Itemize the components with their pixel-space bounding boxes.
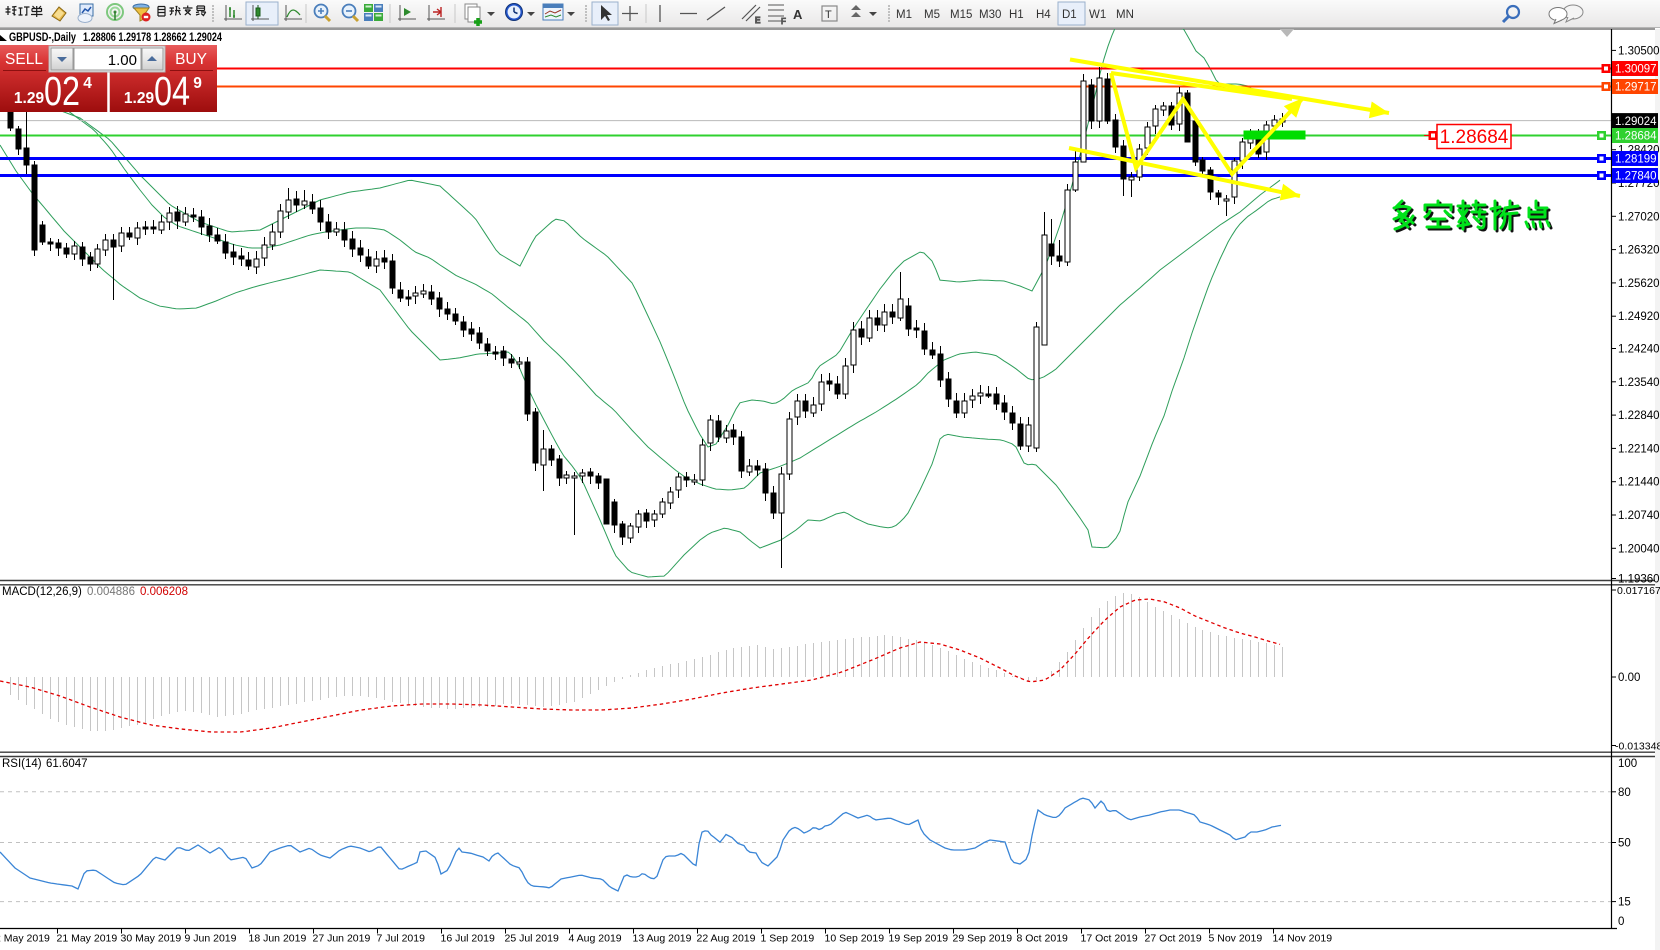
svg-text:1.22140: 1.22140 bbox=[1618, 443, 1660, 455]
svg-text:21 May 2019: 21 May 2019 bbox=[57, 933, 118, 945]
svg-text:1.20740: 1.20740 bbox=[1618, 510, 1660, 522]
svg-text:T: T bbox=[825, 9, 832, 21]
svg-text:M30: M30 bbox=[979, 9, 1001, 21]
svg-text:30 May 2019: 30 May 2019 bbox=[121, 933, 182, 945]
svg-text:1.28806 1.29178 1.28662 1.2902: 1.28806 1.29178 1.28662 1.29024 bbox=[83, 32, 222, 44]
svg-text:BUY: BUY bbox=[175, 51, 207, 68]
svg-text:M1: M1 bbox=[896, 9, 912, 21]
svg-text:MACD(12,26,9): MACD(12,26,9) bbox=[2, 586, 82, 598]
svg-text:14 Nov 2019: 14 Nov 2019 bbox=[1273, 933, 1333, 945]
svg-text:61.6047: 61.6047 bbox=[46, 758, 88, 770]
svg-text:GBPUSD-,Daily: GBPUSD-,Daily bbox=[9, 32, 76, 44]
svg-text:1.30097: 1.30097 bbox=[1615, 64, 1657, 76]
svg-text:1.28684: 1.28684 bbox=[1615, 131, 1657, 143]
svg-text:1.24240: 1.24240 bbox=[1618, 344, 1660, 356]
svg-text:0.00: 0.00 bbox=[1618, 672, 1640, 684]
svg-text:18 Jun 2019: 18 Jun 2019 bbox=[249, 933, 307, 945]
svg-text:1.28684: 1.28684 bbox=[1440, 127, 1509, 148]
svg-text:1.29: 1.29 bbox=[14, 90, 45, 107]
svg-text:1.27020: 1.27020 bbox=[1618, 211, 1660, 223]
svg-text:0: 0 bbox=[1618, 916, 1624, 928]
svg-text:M5: M5 bbox=[924, 9, 940, 21]
svg-text:80: 80 bbox=[1618, 787, 1631, 799]
svg-text:-0.013348: -0.013348 bbox=[1615, 741, 1660, 753]
svg-text:0.017167: 0.017167 bbox=[1617, 585, 1660, 597]
svg-text:15: 15 bbox=[1618, 897, 1631, 909]
svg-text:1.23540: 1.23540 bbox=[1618, 377, 1660, 389]
svg-text:F: F bbox=[781, 17, 786, 26]
svg-text:04: 04 bbox=[154, 68, 190, 114]
svg-text:1.22840: 1.22840 bbox=[1618, 410, 1660, 422]
svg-text:1 Sep 2019: 1 Sep 2019 bbox=[761, 933, 815, 945]
svg-text:8 Oct 2019: 8 Oct 2019 bbox=[1017, 933, 1069, 945]
svg-text:1.21440: 1.21440 bbox=[1618, 477, 1660, 489]
svg-text:W1: W1 bbox=[1089, 9, 1106, 21]
svg-text:2 May 2019: 2 May 2019 bbox=[0, 933, 50, 945]
svg-text:25 Jul 2019: 25 Jul 2019 bbox=[505, 933, 559, 945]
svg-text:1.27840: 1.27840 bbox=[1615, 171, 1657, 183]
svg-text:7 Jul 2019: 7 Jul 2019 bbox=[377, 933, 426, 945]
svg-text:1.28199: 1.28199 bbox=[1615, 154, 1657, 166]
svg-text:MN: MN bbox=[1116, 9, 1134, 21]
svg-text:13 Aug 2019: 13 Aug 2019 bbox=[633, 933, 692, 945]
svg-text:17 Oct 2019: 17 Oct 2019 bbox=[1081, 933, 1138, 945]
svg-text:E: E bbox=[755, 16, 760, 25]
svg-text:H4: H4 bbox=[1036, 9, 1051, 21]
svg-text:H1: H1 bbox=[1009, 9, 1024, 21]
svg-text:1.20040: 1.20040 bbox=[1618, 543, 1660, 555]
svg-text:A: A bbox=[793, 7, 803, 22]
svg-text:1.29717: 1.29717 bbox=[1615, 82, 1657, 94]
svg-text:16 Jul 2019: 16 Jul 2019 bbox=[441, 933, 495, 945]
svg-text:4: 4 bbox=[83, 75, 92, 92]
svg-text:9 Jun 2019: 9 Jun 2019 bbox=[185, 933, 237, 945]
svg-text:5 Nov 2019: 5 Nov 2019 bbox=[1209, 933, 1263, 945]
svg-text:1.29024: 1.29024 bbox=[1615, 116, 1657, 128]
svg-text:50: 50 bbox=[1618, 838, 1631, 850]
svg-text:1.25620: 1.25620 bbox=[1618, 278, 1660, 290]
svg-text:D1: D1 bbox=[1062, 9, 1077, 21]
svg-text:4 Aug 2019: 4 Aug 2019 bbox=[569, 933, 622, 945]
svg-text:1.30500: 1.30500 bbox=[1618, 45, 1660, 57]
svg-text:02: 02 bbox=[44, 68, 80, 114]
svg-text:1.19360: 1.19360 bbox=[1618, 574, 1660, 586]
svg-text:29 Sep 2019: 29 Sep 2019 bbox=[953, 933, 1013, 945]
svg-text:1.24920: 1.24920 bbox=[1618, 311, 1660, 323]
svg-text:RSI(14): RSI(14) bbox=[2, 758, 42, 770]
svg-text:100: 100 bbox=[1618, 758, 1637, 770]
svg-text:1.00: 1.00 bbox=[108, 52, 137, 69]
svg-text:27 Oct 2019: 27 Oct 2019 bbox=[1145, 933, 1202, 945]
svg-text:0.006208: 0.006208 bbox=[140, 586, 188, 598]
svg-text:M15: M15 bbox=[950, 9, 972, 21]
svg-text:10 Sep 2019: 10 Sep 2019 bbox=[825, 933, 885, 945]
svg-text:22 Aug 2019: 22 Aug 2019 bbox=[697, 933, 756, 945]
svg-text:27 Jun 2019: 27 Jun 2019 bbox=[313, 933, 371, 945]
svg-text:0.004886: 0.004886 bbox=[87, 586, 135, 598]
svg-text:9: 9 bbox=[193, 75, 202, 92]
svg-text:19 Sep 2019: 19 Sep 2019 bbox=[889, 933, 949, 945]
svg-text:1.29: 1.29 bbox=[124, 90, 155, 107]
svg-text:SELL: SELL bbox=[5, 51, 43, 68]
svg-text:1.26320: 1.26320 bbox=[1618, 245, 1660, 257]
